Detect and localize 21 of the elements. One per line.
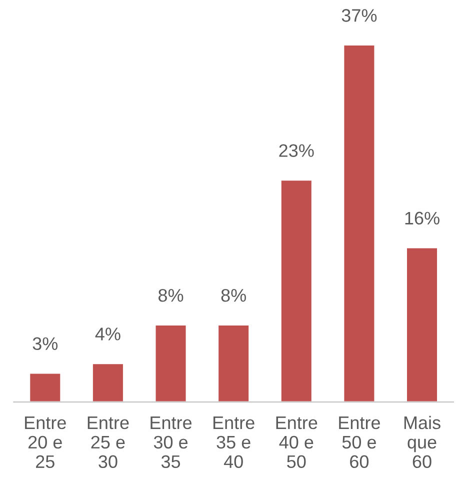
data-label: 4% <box>95 328 120 340</box>
bar <box>92 362 124 402</box>
x-tick-label: Entre 30 e 35 <box>150 416 192 468</box>
data-label: 8% <box>221 288 246 302</box>
bar <box>217 324 250 402</box>
x-tick-label: Entre 20 e 25 <box>25 416 66 468</box>
bar <box>342 44 376 402</box>
bar <box>280 179 313 402</box>
data-label: 3% <box>32 337 58 350</box>
data-label: 8% <box>158 288 184 302</box>
data-label: 37% <box>342 9 377 22</box>
data-label: 23% <box>279 144 314 157</box>
x-tick-label: Entre 40 e 50 <box>276 416 318 468</box>
x-tick-label: Entre 25 e 30 <box>88 416 129 468</box>
x-tick-label: Entre 50 e 60 <box>339 416 380 468</box>
bar <box>28 372 62 402</box>
x-tick-label: Entre 35 e 40 <box>213 416 254 468</box>
bar <box>406 246 438 402</box>
data-label: 16% <box>405 212 440 225</box>
x-tick-label: Mais que 60 <box>404 416 440 468</box>
bar <box>154 324 188 402</box>
